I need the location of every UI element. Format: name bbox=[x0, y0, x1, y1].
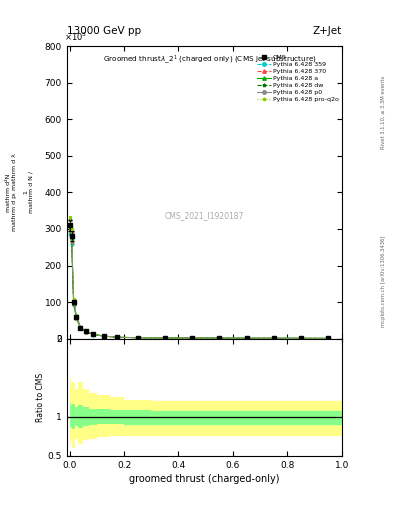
Legend: CMS, Pythia 6.428 359, Pythia 6.428 370, Pythia 6.428 a, Pythia 6.428 dw, Pythia: CMS, Pythia 6.428 359, Pythia 6.428 370,… bbox=[257, 55, 339, 102]
Text: 13000 GeV pp: 13000 GeV pp bbox=[67, 26, 141, 36]
Y-axis label: Ratio to CMS: Ratio to CMS bbox=[36, 373, 45, 422]
Text: $\times$10$^3$: $\times$10$^3$ bbox=[64, 31, 87, 43]
Text: mathrm d²N
mathrm d pₜ mathrm d λ
 
1
mathrm d N /: mathrm d²N mathrm d pₜ mathrm d λ 1 math… bbox=[6, 154, 40, 231]
Text: Z+Jet: Z+Jet bbox=[313, 26, 342, 36]
X-axis label: groomed thrust (charged-only): groomed thrust (charged-only) bbox=[129, 474, 279, 484]
Text: CMS_2021_I1920187: CMS_2021_I1920187 bbox=[165, 211, 244, 220]
Text: Rivet 3.1.10, ≥ 3.3M events: Rivet 3.1.10, ≥ 3.3M events bbox=[381, 76, 386, 150]
Text: mcplots.cern.ch [arXiv:1306.3436]: mcplots.cern.ch [arXiv:1306.3436] bbox=[381, 236, 386, 327]
Text: Groomed thrust$\lambda\_2^1$ (charged only) (CMS jet substructure): Groomed thrust$\lambda\_2^1$ (charged on… bbox=[103, 53, 317, 66]
